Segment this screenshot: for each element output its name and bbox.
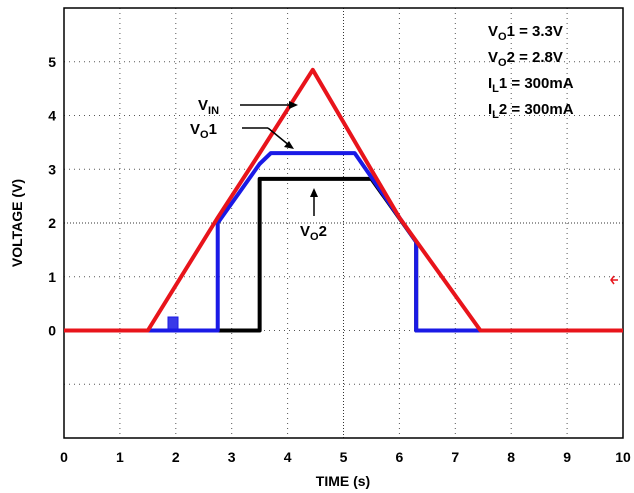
x-axis-label: TIME (s) (316, 473, 370, 489)
x-tick-labels: 0 1 2 3 4 5 6 7 8 9 10 (60, 449, 631, 465)
y-axis-label: VOLTAGE (V) (9, 179, 25, 267)
vin-label: VIN (198, 97, 219, 117)
y-tick-label: 3 (48, 161, 56, 177)
param-line-2: VO2 = 2.8V (488, 49, 563, 69)
x-tick-label: 6 (396, 449, 404, 465)
y-tick-label: 4 (48, 108, 56, 124)
x-tick-label: 4 (284, 449, 292, 465)
x-tick-label: 8 (507, 449, 515, 465)
y-tick-label: 1 (48, 269, 56, 285)
y-tick-label: 0 (48, 323, 56, 339)
x-tick-label: 5 (340, 449, 348, 465)
y-tick-label: 2 (48, 215, 56, 231)
vo2-label: VO2 (300, 223, 327, 243)
x-tick-label: 1 (116, 449, 124, 465)
param-line-3: IL1 = 300mA (488, 75, 574, 95)
y-tick-label: 5 (48, 54, 56, 70)
vo1-label: VO1 (190, 121, 217, 141)
x-tick-label: 0 (60, 449, 68, 465)
x-tick-label: 9 (563, 449, 571, 465)
x-tick-label: 3 (228, 449, 236, 465)
x-tick-label: 7 (451, 449, 459, 465)
x-tick-label: 10 (615, 449, 631, 465)
vo1-start-marker (168, 317, 178, 329)
x-tick-label: 2 (172, 449, 180, 465)
y-tick-labels: 0 1 2 3 4 5 (48, 54, 56, 339)
vo2-annotation: VO2 (300, 188, 327, 243)
grid (64, 8, 623, 438)
param-line-1: VO1 = 3.3V (488, 23, 563, 43)
vo2-arrowhead-icon (310, 188, 318, 197)
parameter-legend: VO1 = 3.3V VO2 = 2.8V IL1 = 300mA IL2 = … (488, 23, 574, 121)
param-line-4: IL2 = 300mA (488, 101, 574, 121)
